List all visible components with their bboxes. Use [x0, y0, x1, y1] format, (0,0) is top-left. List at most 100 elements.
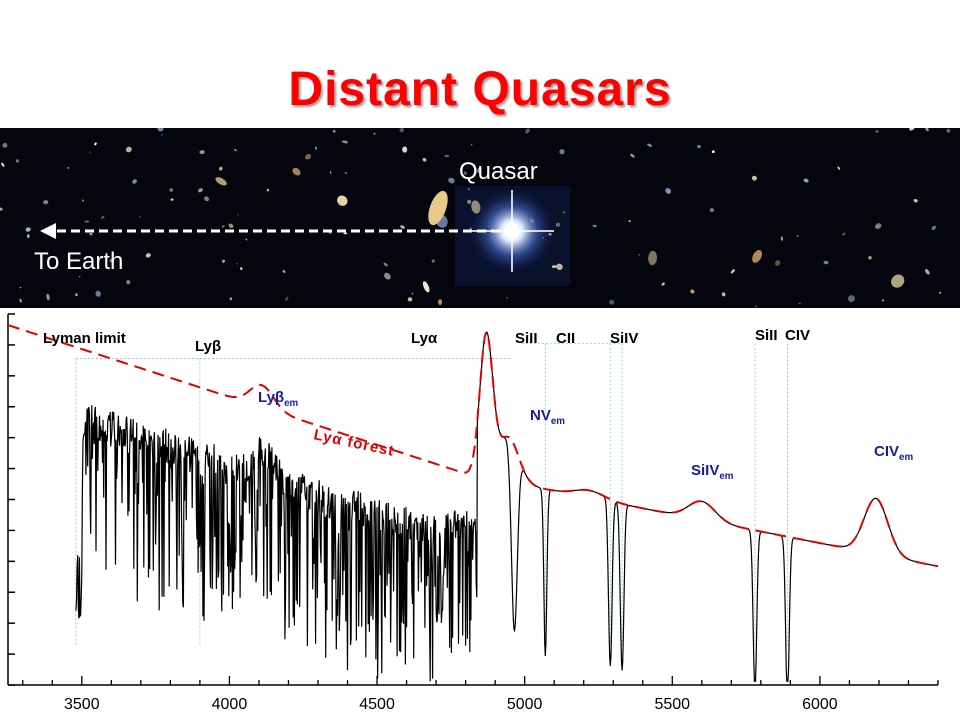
- galaxy: [25, 227, 31, 232]
- x-tick-label: 4500: [359, 696, 395, 713]
- galaxy: [411, 292, 413, 295]
- galaxy: [803, 178, 809, 183]
- galaxy-field: [0, 128, 951, 308]
- galaxy: [842, 232, 846, 236]
- galaxy: [562, 211, 566, 214]
- galaxy: [422, 281, 430, 293]
- galaxy: [218, 166, 223, 171]
- galaxy: [125, 146, 132, 153]
- galaxy: [755, 305, 757, 308]
- galaxy: [343, 232, 348, 235]
- galaxy: [665, 188, 672, 194]
- galaxy: [711, 150, 715, 154]
- galaxy: [467, 199, 472, 204]
- emission-line-label: Lyβem: [258, 389, 299, 409]
- galaxy: [266, 188, 270, 192]
- galaxy: [444, 154, 450, 158]
- galaxy: [43, 200, 49, 205]
- galaxy: [292, 167, 301, 176]
- galaxy: [463, 171, 467, 175]
- emission-line-label: NVem: [530, 407, 565, 427]
- galaxy: [690, 289, 695, 294]
- galaxy: [399, 128, 405, 133]
- galaxy: [875, 130, 879, 133]
- absorption-line-label: SiII: [515, 330, 538, 347]
- x-tick-label: 4000: [212, 696, 248, 713]
- galaxy: [82, 199, 84, 202]
- x-tick-label: 5500: [654, 696, 690, 713]
- galaxy: [84, 220, 90, 223]
- arrow-left-icon: [40, 223, 56, 239]
- quasar-label: Quasar: [459, 158, 538, 185]
- galaxy: [1, 162, 5, 167]
- galaxy: [752, 249, 763, 263]
- galaxy: [305, 153, 312, 160]
- galaxy: [109, 258, 114, 263]
- galaxy: [169, 188, 174, 192]
- galaxy: [946, 128, 951, 133]
- galaxy: [384, 272, 391, 280]
- galaxy: [891, 274, 905, 288]
- galaxy: [924, 269, 930, 275]
- galaxy: [132, 179, 137, 184]
- galaxy: [161, 133, 163, 136]
- galaxy: [638, 254, 640, 256]
- x-tick-label: 5000: [507, 696, 543, 713]
- galaxy: [609, 299, 615, 305]
- absorption-line-label: Lyman limit: [43, 330, 126, 347]
- galaxy: [874, 223, 882, 229]
- galaxy: [67, 167, 70, 169]
- galaxy: [559, 149, 565, 155]
- galaxy: [931, 225, 936, 230]
- emission-line-label: CIVem: [874, 443, 913, 463]
- absorption-line-label: Lyβ: [195, 338, 221, 355]
- galaxy: [407, 297, 413, 302]
- galaxy: [199, 150, 205, 155]
- galaxy: [477, 167, 480, 173]
- ly-alpha-forest-label: Lyα forest: [312, 426, 396, 460]
- galaxy: [628, 220, 632, 223]
- galaxy: [236, 263, 238, 265]
- galaxy: [282, 270, 286, 273]
- galaxy: [145, 253, 151, 258]
- galaxy: [237, 213, 239, 216]
- galaxy: [837, 166, 840, 170]
- galaxy: [46, 293, 50, 301]
- galaxy: [556, 263, 563, 270]
- galaxy: [467, 188, 470, 191]
- galaxy: [925, 128, 929, 132]
- galaxy: [823, 260, 829, 265]
- absorption-line-label: Lyα: [411, 330, 438, 347]
- galaxy: [89, 232, 93, 236]
- galaxy: [245, 238, 248, 241]
- galaxy: [341, 140, 349, 144]
- galaxy: [170, 198, 174, 201]
- galaxy: [75, 293, 78, 297]
- galaxy: [697, 144, 701, 149]
- absorption-line-label: CIV: [785, 327, 810, 344]
- galaxy: [215, 177, 227, 186]
- galaxy: [661, 282, 665, 286]
- galaxy: [448, 177, 455, 184]
- galaxy: [721, 292, 726, 297]
- emission-line-label: SiIVem: [691, 462, 734, 482]
- galaxy: [139, 216, 141, 218]
- continuum-model-line: [7, 324, 939, 568]
- galaxy: [19, 286, 22, 289]
- galaxy: [913, 198, 918, 203]
- galaxy: [709, 207, 715, 213]
- spectrum-chart-svg: 3500 4000 4500 5000 5500 6000 Lyman limit Lyβ Ly…: [7, 313, 939, 713]
- galaxy: [329, 171, 332, 174]
- galaxy: [774, 260, 781, 266]
- absorption-line-label: SiII: [755, 327, 778, 344]
- galaxy: [796, 235, 799, 237]
- galaxy: [471, 144, 473, 146]
- galaxy: [881, 299, 885, 302]
- galaxy: [78, 276, 81, 278]
- galaxy: [221, 225, 225, 228]
- galaxy: [15, 159, 19, 163]
- galaxy: [0, 207, 3, 211]
- slide-title: Distant Quasars: [288, 63, 672, 116]
- galaxy: [438, 299, 443, 306]
- galaxy: [402, 146, 408, 153]
